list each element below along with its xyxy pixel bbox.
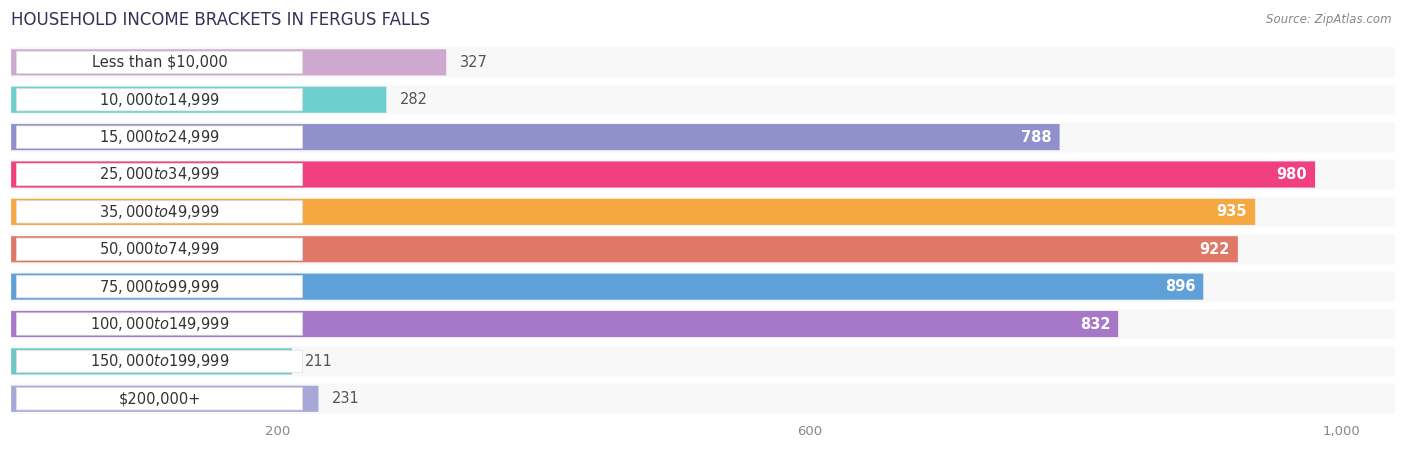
- FancyBboxPatch shape: [11, 311, 1118, 337]
- Text: 788: 788: [1021, 130, 1052, 145]
- FancyBboxPatch shape: [11, 234, 1395, 264]
- FancyBboxPatch shape: [17, 387, 302, 410]
- Text: 282: 282: [399, 92, 427, 107]
- FancyBboxPatch shape: [11, 124, 1060, 150]
- FancyBboxPatch shape: [17, 350, 302, 373]
- FancyBboxPatch shape: [11, 85, 1395, 114]
- FancyBboxPatch shape: [11, 48, 1395, 77]
- Text: 980: 980: [1277, 167, 1308, 182]
- FancyBboxPatch shape: [11, 161, 1315, 188]
- FancyBboxPatch shape: [17, 163, 302, 185]
- Text: $15,000 to $24,999: $15,000 to $24,999: [98, 128, 219, 146]
- FancyBboxPatch shape: [11, 348, 292, 374]
- Text: $100,000 to $149,999: $100,000 to $149,999: [90, 315, 229, 333]
- FancyBboxPatch shape: [11, 197, 1395, 227]
- FancyBboxPatch shape: [17, 126, 302, 148]
- FancyBboxPatch shape: [17, 201, 302, 223]
- Text: 231: 231: [332, 391, 360, 406]
- Text: $200,000+: $200,000+: [118, 391, 201, 406]
- FancyBboxPatch shape: [17, 88, 302, 111]
- FancyBboxPatch shape: [11, 159, 1395, 189]
- FancyBboxPatch shape: [11, 87, 387, 113]
- Text: HOUSEHOLD INCOME BRACKETS IN FERGUS FALLS: HOUSEHOLD INCOME BRACKETS IN FERGUS FALL…: [11, 11, 430, 29]
- FancyBboxPatch shape: [11, 49, 446, 75]
- Text: $35,000 to $49,999: $35,000 to $49,999: [98, 203, 219, 221]
- Text: $25,000 to $34,999: $25,000 to $34,999: [98, 166, 219, 184]
- Text: 327: 327: [460, 55, 488, 70]
- Text: $50,000 to $74,999: $50,000 to $74,999: [98, 240, 219, 258]
- Text: 896: 896: [1164, 279, 1195, 294]
- Text: Source: ZipAtlas.com: Source: ZipAtlas.com: [1267, 13, 1392, 26]
- Text: $75,000 to $99,999: $75,000 to $99,999: [98, 277, 219, 295]
- FancyBboxPatch shape: [17, 313, 302, 335]
- FancyBboxPatch shape: [11, 272, 1395, 302]
- FancyBboxPatch shape: [11, 384, 1395, 414]
- FancyBboxPatch shape: [17, 275, 302, 298]
- Text: $10,000 to $14,999: $10,000 to $14,999: [98, 91, 219, 109]
- FancyBboxPatch shape: [11, 273, 1204, 300]
- Text: $150,000 to $199,999: $150,000 to $199,999: [90, 352, 229, 370]
- FancyBboxPatch shape: [11, 122, 1395, 152]
- FancyBboxPatch shape: [11, 236, 1237, 262]
- FancyBboxPatch shape: [17, 51, 302, 74]
- FancyBboxPatch shape: [11, 199, 1256, 225]
- Text: Less than $10,000: Less than $10,000: [91, 55, 228, 70]
- Text: 935: 935: [1216, 204, 1247, 220]
- FancyBboxPatch shape: [11, 386, 319, 412]
- Text: 832: 832: [1080, 317, 1111, 331]
- Text: 211: 211: [305, 354, 333, 369]
- FancyBboxPatch shape: [17, 238, 302, 260]
- FancyBboxPatch shape: [11, 347, 1395, 376]
- Text: 922: 922: [1199, 242, 1230, 257]
- FancyBboxPatch shape: [11, 309, 1395, 339]
